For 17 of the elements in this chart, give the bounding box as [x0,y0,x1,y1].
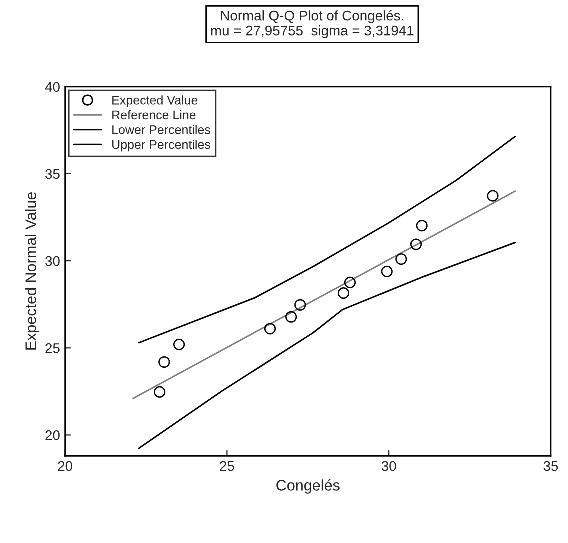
y-tick-label: 20 [46,430,60,440]
x-axis-title: Congelés [276,479,340,494]
x-tick-label: 20 [58,461,72,472]
legend-label: Reference Line [112,110,196,120]
x-tick-label: 25 [220,461,234,472]
legend-label: Expected Value [112,96,198,108]
legend-label: Lower Percentiles [112,125,210,134]
y-tick-label: 25 [46,343,60,354]
x-tick-label: 35 [544,461,558,472]
x-tick-label: 30 [382,461,396,472]
chart-title: Normal Q-Q Plot of Congelés. [221,10,404,24]
y-tick-label: 40 [45,82,60,92]
y-tick-label: 30 [46,256,60,266]
chart-subtitle: mu = 27,95755 sigma = 3,31941 [211,26,414,38]
legend-label: Upper Percentiles [112,140,210,152]
y-axis-title: Expected Normal Value [25,192,40,350]
y-tick-label: 35 [46,169,60,180]
